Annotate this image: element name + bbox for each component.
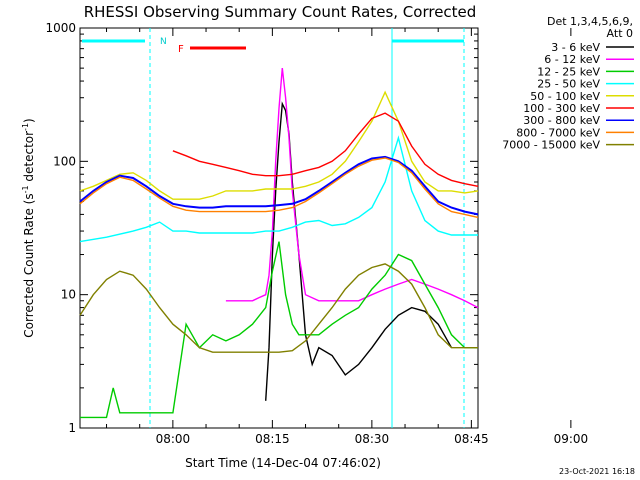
x-tick-label: 08:00 <box>156 432 191 446</box>
series-lines <box>79 68 479 419</box>
legend-item-label: 25 - 50 keV <box>537 78 600 91</box>
y-tick-label: 1000 <box>45 21 76 35</box>
y-tick-label: 100 <box>53 154 76 168</box>
legend-item-label: 12 - 25 keV <box>537 65 600 78</box>
y-axis-label: Corrected Count Rate (s-1 detector-1) <box>21 118 36 337</box>
series-line-7 <box>79 157 479 219</box>
axis-ticks <box>80 28 572 429</box>
date-stamp: 23-Oct-2021 16:18 <box>559 467 635 476</box>
legend-item-label: 3 - 6 keV <box>551 41 600 54</box>
x-tick-label: 08:30 <box>355 432 390 446</box>
legend-item-label: 800 - 7000 keV <box>516 126 600 139</box>
series-line-2 <box>80 241 478 419</box>
legend-header-line1: Det 1,3,4,5,6,9, <box>547 15 633 28</box>
legend-item-label: 6 - 12 keV <box>544 53 600 66</box>
x-tick-label: 08:45 <box>454 432 489 446</box>
flare-marker: F <box>178 44 246 55</box>
x-axis-label: Start Time (14-Dec-04 07:46:02) <box>185 456 381 470</box>
night-markers: N <box>82 28 465 428</box>
x-tick-label: 08:15 <box>255 432 290 446</box>
y-tick-label: 10 <box>61 288 76 302</box>
series-line-8 <box>79 263 478 353</box>
series-line-0 <box>265 101 453 401</box>
series-line-6 <box>79 155 479 216</box>
legend-item-label: 50 - 100 keV <box>530 90 600 103</box>
legend-header-line2: Att 0 <box>607 27 633 40</box>
legend-item-label: 100 - 300 keV <box>523 102 600 115</box>
flare-label: F <box>178 44 184 55</box>
x-tick-label: 09:00 <box>554 432 589 446</box>
chart-title: RHESSI Observing Summary Count Rates, Co… <box>84 3 477 21</box>
night-label: N <box>160 37 167 47</box>
legend-item-label: 7000 - 15000 keV <box>502 139 600 152</box>
y-tick-label: 1 <box>68 421 76 435</box>
series-line-4 <box>79 90 479 200</box>
series-line-5 <box>172 112 479 187</box>
series-line-3 <box>79 135 478 243</box>
legend-item-label: 300 - 800 keV <box>523 114 600 127</box>
series-line-1 <box>225 68 479 309</box>
plot-frame <box>79 27 479 429</box>
